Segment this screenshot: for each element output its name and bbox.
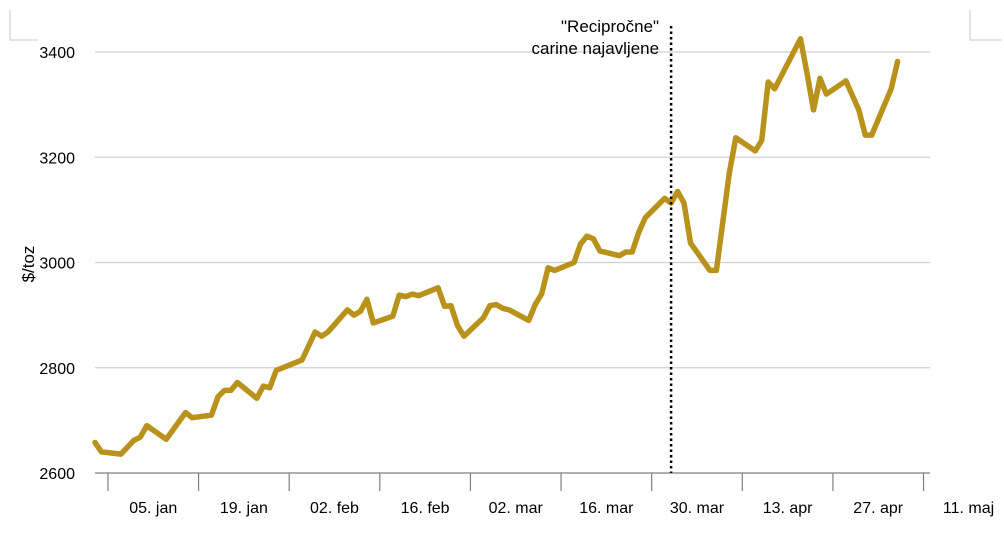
x-tick-label: 19. jan <box>220 500 268 517</box>
x-tick-label: 16. feb <box>401 500 450 517</box>
x-tick-label: 11. maj <box>943 500 994 517</box>
y-tick-label: 3400 <box>39 45 75 62</box>
annotation-label-line: "Recipročne" <box>561 17 659 36</box>
y-axis-title: $/toz <box>19 246 38 283</box>
corner-mark-top-right <box>969 10 1002 41</box>
y-tick-label: 2600 <box>39 466 75 483</box>
x-tick-label: 13. apr <box>763 500 813 517</box>
x-tick-label: 16. mar <box>579 500 634 517</box>
x-tick-label: 02. feb <box>310 500 359 517</box>
corner-mark-top-left <box>9 10 38 41</box>
y-tick-labels: 2600 2800 3000 3200 3400 <box>39 45 75 483</box>
y-tick-label: 3200 <box>39 150 75 167</box>
x-axis <box>95 472 930 491</box>
x-tick-label: 02. mar <box>489 500 544 517</box>
y-tick-label: 3000 <box>39 256 75 273</box>
x-tick-label: 27. apr <box>853 500 903 517</box>
x-tick-label: 30. mar <box>670 500 725 517</box>
x-tick-labels: 05. jan 19. jan 02. feb 16. feb 02. mar 16. m… <box>129 500 994 517</box>
gridlines <box>95 51 930 369</box>
x-tick-label: 05. jan <box>129 500 177 517</box>
series-layer <box>92 36 901 457</box>
annotation-label-line: carine najavljene <box>531 39 659 58</box>
series-line <box>92 36 901 457</box>
annotation-layer: "Recipročne" carine najavljene <box>531 17 673 473</box>
y-tick-label: 2800 <box>39 361 75 378</box>
